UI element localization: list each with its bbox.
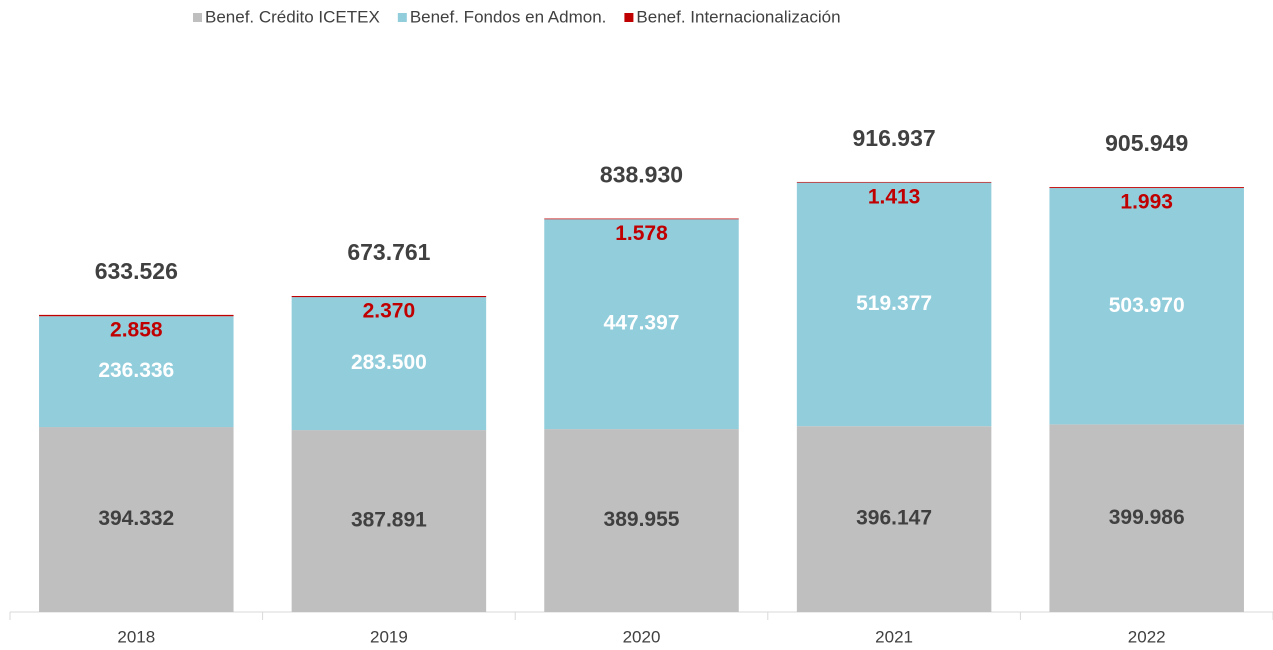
data-label: 519.377 (856, 292, 932, 315)
data-label: 396.147 (856, 507, 932, 530)
data-label: 394.332 (98, 507, 174, 530)
bar-segment (291, 296, 487, 298)
x-tick-label: 2022 (1128, 627, 1166, 646)
bar-segment (796, 182, 992, 427)
legend-label: Benef. Fondos en Admon. (410, 7, 607, 26)
bar-segment (1049, 188, 1244, 425)
bar-segment (39, 314, 234, 317)
total-label: 633.526 (95, 258, 178, 284)
data-label: 503.970 (1109, 294, 1185, 317)
x-tick-label: 2021 (875, 627, 913, 646)
total-label: 905.949 (1105, 130, 1188, 156)
legend-swatch (624, 13, 634, 22)
bar-segment (544, 218, 739, 220)
data-label: 1.993 (1120, 191, 1173, 214)
data-label: 1.413 (868, 186, 921, 209)
legend-swatch (397, 13, 407, 22)
data-label: 399.986 (1109, 506, 1185, 529)
data-label: 2.858 (110, 318, 163, 341)
bar-segment (1049, 187, 1244, 189)
bar-segment (1049, 424, 1244, 612)
x-tick-label: 2020 (623, 627, 661, 646)
total-label: 838.930 (600, 162, 683, 188)
bar-segment (291, 297, 487, 431)
data-label: 1.578 (615, 222, 668, 245)
data-label: 283.500 (351, 351, 427, 374)
x-tick-label: 2019 (370, 627, 408, 646)
total-label: 916.937 (853, 125, 936, 151)
data-label: 2.370 (363, 300, 416, 323)
bar-segment (544, 219, 739, 430)
x-tick-label: 2018 (117, 627, 155, 646)
data-label: 389.955 (604, 508, 680, 531)
bar-segment (796, 181, 992, 183)
bar-segment (39, 316, 234, 428)
legend-label: Benef. Crédito ICETEX (205, 7, 380, 26)
bar-segment (291, 430, 487, 612)
bar-segment (544, 429, 739, 612)
bar-segment (796, 426, 992, 612)
total-label: 673.761 (347, 239, 430, 265)
data-label: 447.397 (604, 312, 680, 335)
data-label: 387.891 (351, 509, 427, 532)
legend-swatch (193, 13, 202, 22)
bar-segment (39, 427, 234, 612)
legend-label: Benef. Internacionalización (636, 7, 840, 26)
data-label: 236.336 (98, 359, 174, 382)
